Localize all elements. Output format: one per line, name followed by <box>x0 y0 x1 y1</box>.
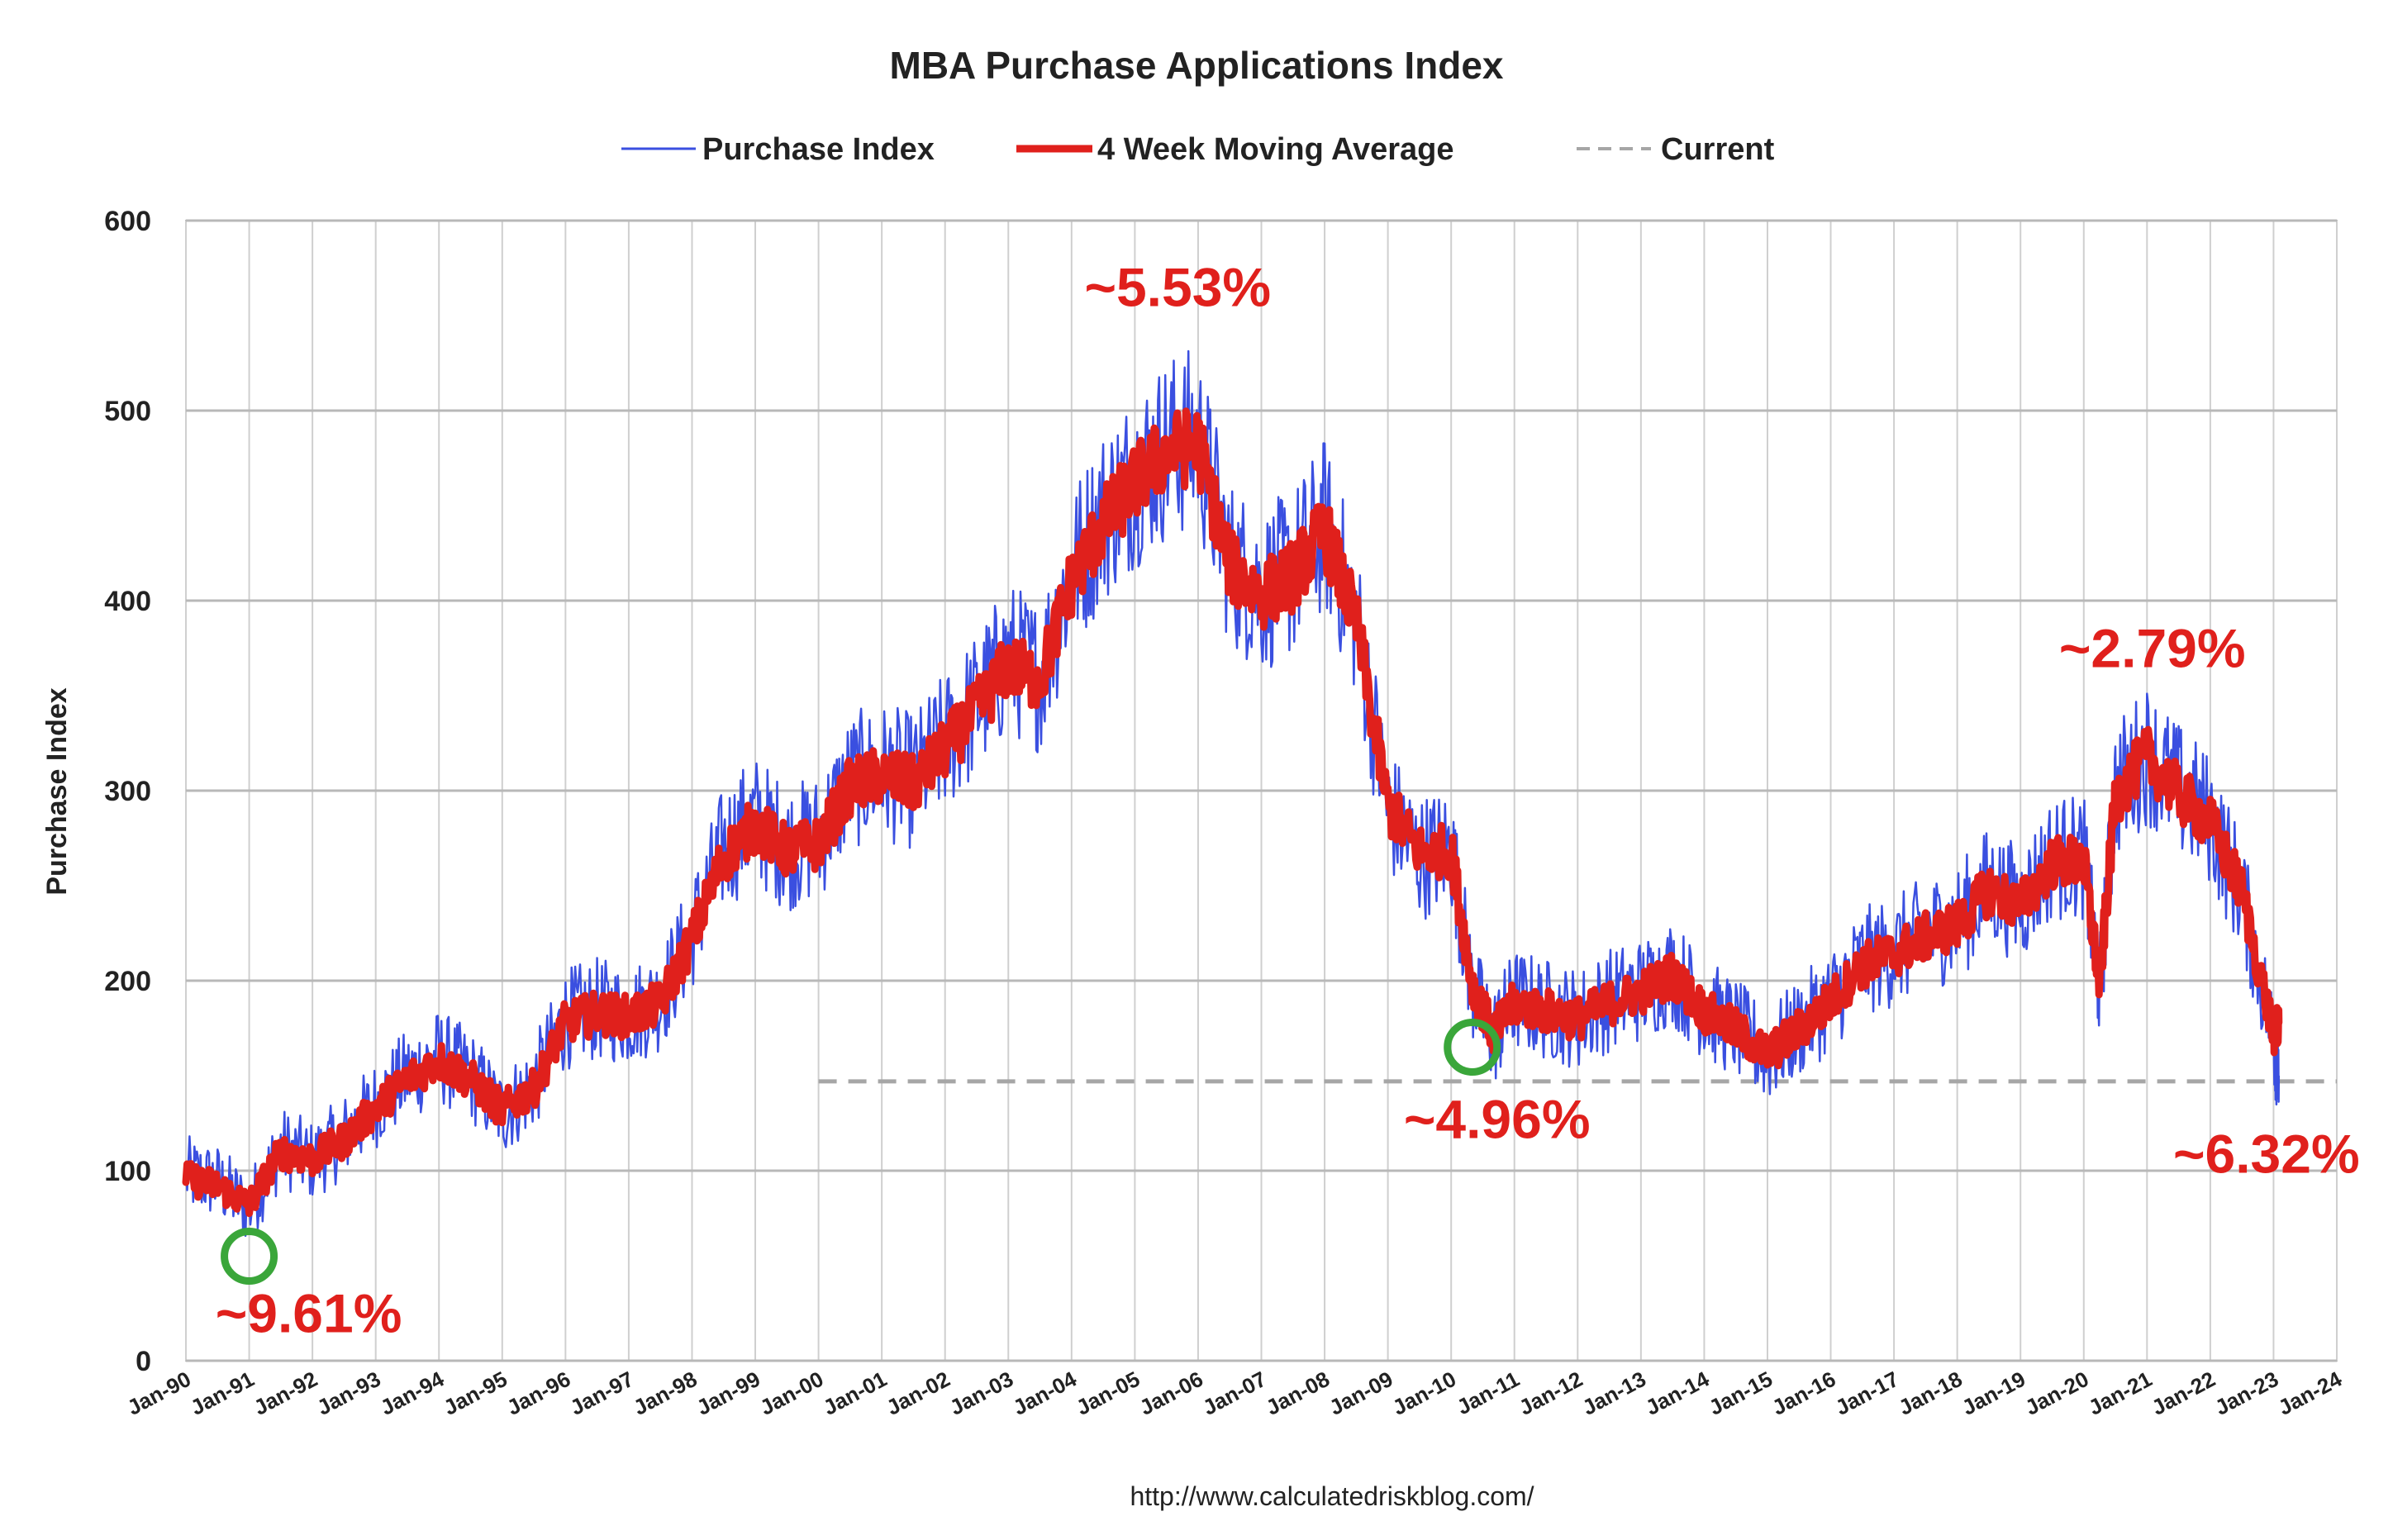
y-tick-label: 600 <box>104 206 151 237</box>
x-tick-label: Jan-96 <box>502 1367 574 1420</box>
y-tick-label: 200 <box>104 966 151 997</box>
annotation-label: ~6.32% <box>2173 1124 2360 1185</box>
y-tick-label: 400 <box>104 586 151 617</box>
chart-title: MBA Purchase Applications Index <box>890 44 1504 87</box>
x-tick-label: Jan-95 <box>440 1367 511 1420</box>
x-tick-label: Jan-12 <box>1515 1367 1587 1420</box>
annotation-label: ~2.79% <box>2059 618 2246 679</box>
x-tick-label: Jan-05 <box>1072 1367 1144 1420</box>
legend-label-purchase-index: Purchase Index <box>702 132 935 167</box>
x-tick-label: Jan-01 <box>819 1367 891 1420</box>
x-tick-label: Jan-98 <box>629 1367 701 1420</box>
x-tick-label: Jan-13 <box>1578 1367 1650 1420</box>
x-tick-label: Jan-91 <box>187 1367 259 1420</box>
x-tick-label: Jan-06 <box>1135 1367 1207 1420</box>
x-tick-label: Jan-22 <box>2148 1367 2219 1420</box>
x-tick-label: Jan-17 <box>1831 1367 1903 1420</box>
legend-label-current: Current <box>1661 132 1775 167</box>
x-tick-label: Jan-94 <box>376 1367 448 1420</box>
x-tick-label: Jan-00 <box>756 1367 828 1420</box>
x-tick-label: Jan-03 <box>945 1367 1017 1420</box>
x-tick-label: Jan-11 <box>1453 1367 1524 1419</box>
x-tick-label: Jan-19 <box>1958 1367 2029 1420</box>
legend-label-moving-average: 4 Week Moving Average <box>1097 132 1454 167</box>
x-tick-label: Jan-04 <box>1009 1367 1081 1420</box>
x-tick-label: Jan-14 <box>1641 1367 1713 1420</box>
y-tick-label: 100 <box>104 1156 151 1187</box>
x-tick-label: Jan-92 <box>250 1367 321 1420</box>
x-tick-label: Jan-93 <box>313 1367 385 1420</box>
legend: Purchase Index 4 Week Moving Average Cur… <box>621 132 1775 167</box>
x-tick-label: Jan-23 <box>2210 1367 2282 1420</box>
x-tick-label: Jan-10 <box>1388 1367 1460 1420</box>
x-tick-label: Jan-20 <box>2021 1367 2093 1420</box>
x-tick-label: Jan-15 <box>1705 1367 1777 1420</box>
series-moving-average-line <box>182 407 2283 1218</box>
x-tick-label: Jan-99 <box>692 1367 764 1420</box>
annotation-label: ~5.53% <box>1084 257 1271 318</box>
axis-ticks: Jan-90Jan-91Jan-92Jan-93Jan-94Jan-95Jan-… <box>104 206 2346 1420</box>
x-tick-label: Jan-90 <box>123 1367 195 1420</box>
x-tick-label: Jan-21 <box>2084 1367 2156 1420</box>
y-tick-label: 0 <box>136 1346 151 1377</box>
x-tick-label: Jan-24 <box>2274 1367 2346 1420</box>
annotations: ~9.61% ~5.53% ~4.96% ~2.79% ~6.32% <box>216 257 2360 1344</box>
annotation-label: ~9.61% <box>216 1283 402 1344</box>
y-axis-label: Purchase Index <box>41 687 73 895</box>
grid <box>185 219 2338 1362</box>
marker-circle <box>1444 1019 1501 1076</box>
y-tick-label: 500 <box>104 396 151 427</box>
x-tick-label: Jan-97 <box>566 1367 638 1420</box>
x-tick-label: Jan-02 <box>883 1367 954 1420</box>
annotation-label: ~4.96% <box>1404 1089 1591 1150</box>
plot-area <box>182 349 2337 1238</box>
x-tick-label: Jan-07 <box>1198 1367 1270 1420</box>
marker-circle <box>221 1228 278 1285</box>
x-tick-label: Jan-18 <box>1895 1367 1967 1420</box>
x-tick-label: Jan-16 <box>1768 1367 1840 1420</box>
y-tick-label: 300 <box>104 776 151 807</box>
x-tick-label: Jan-09 <box>1325 1367 1397 1420</box>
x-tick-label: Jan-08 <box>1262 1367 1334 1420</box>
source-url: http://www.calculatedriskblog.com/ <box>1130 1481 1534 1511</box>
